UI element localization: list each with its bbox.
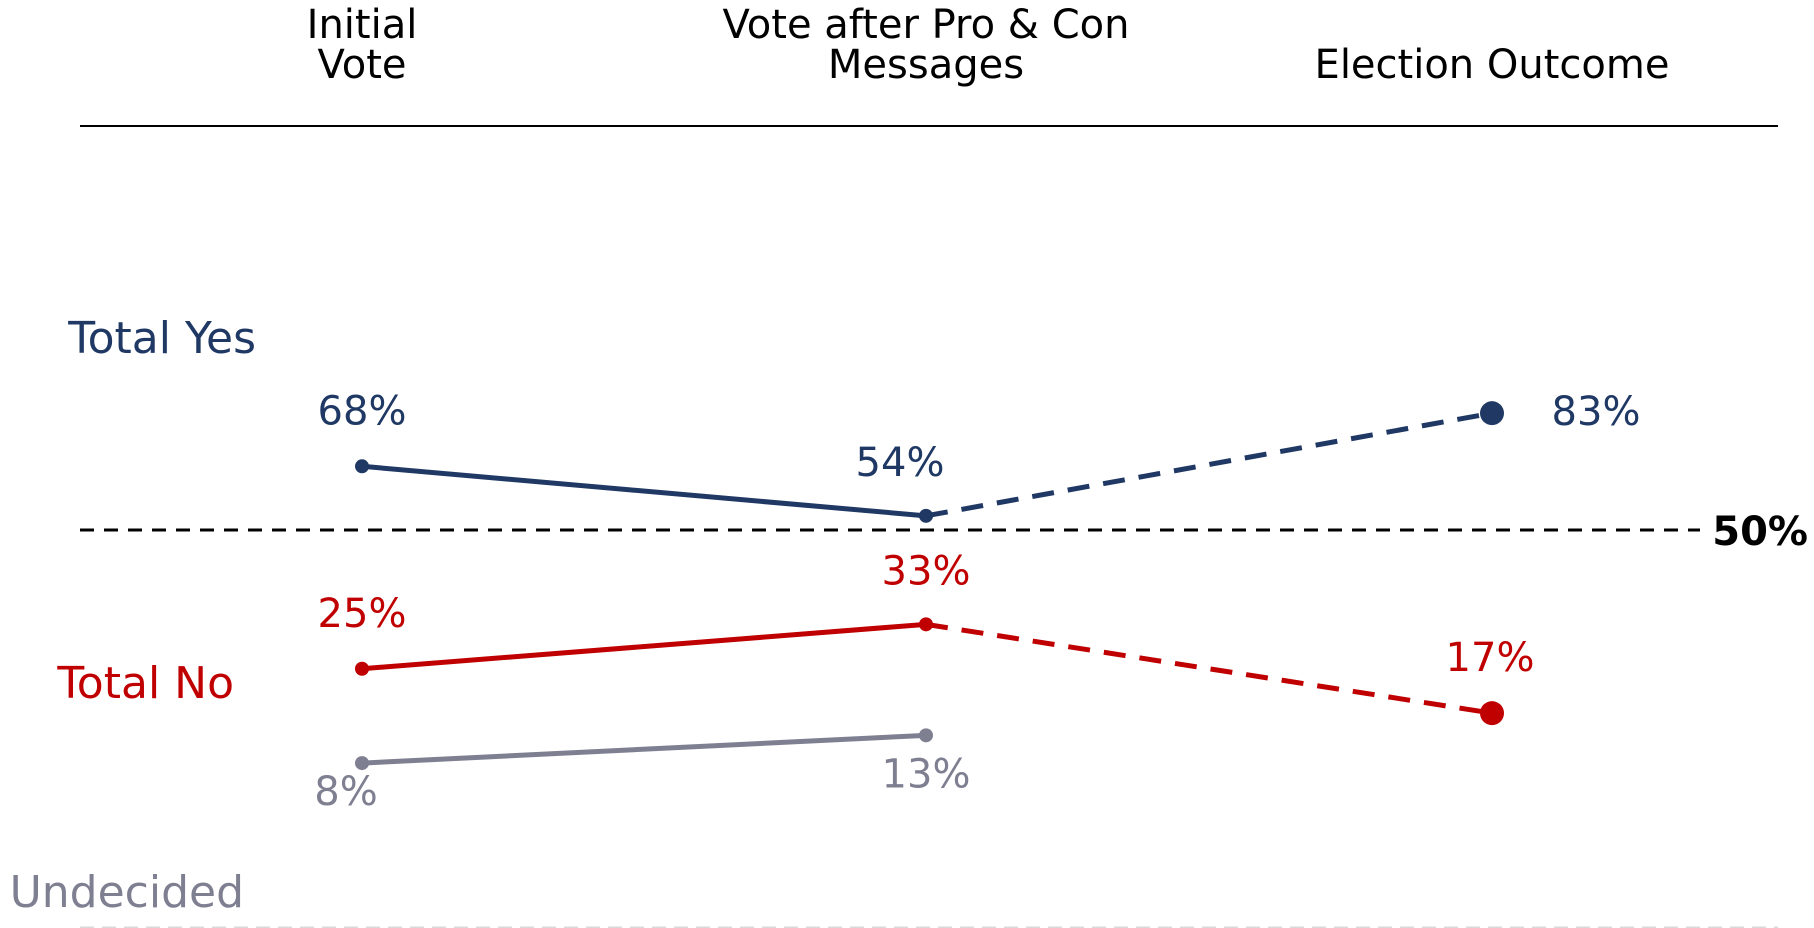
undecided-data-label-1: 8% <box>314 769 377 815</box>
column-header-after-messages-line-1: Vote after Pro & Con <box>723 2 1130 48</box>
row-label-undecided: Undecided <box>10 867 244 918</box>
row-label-total-yes: Total Yes <box>67 313 256 364</box>
total-yes-line-segment-2-projected <box>925 410 1493 519</box>
total-no-data-label-1: 25% <box>318 591 407 637</box>
undecided-point-1 <box>355 756 369 771</box>
undecided-data-label-2: 13% <box>882 751 971 797</box>
total-yes-data-label-3: 83% <box>1552 389 1641 435</box>
total-yes-point-3 <box>1480 401 1504 426</box>
total-no-data-label-2: 33% <box>882 548 971 594</box>
total-no-line-segment-2-projected <box>925 621 1493 716</box>
undecided-point-2 <box>919 728 933 743</box>
total-yes-point-2 <box>919 508 933 523</box>
undecided-line-segment-1 <box>361 732 927 766</box>
total-no-data-label-3: 17% <box>1446 635 1535 681</box>
column-header-election-outcome: Election Outcome <box>1315 42 1670 88</box>
column-header-initial-line-2: Vote <box>317 42 406 88</box>
total-no-point-3 <box>1480 701 1504 726</box>
total-yes-point-1 <box>355 459 369 474</box>
column-headers: Initial Vote Vote after Pro & Con Messag… <box>307 2 1670 88</box>
total-yes-data-label-1: 68% <box>318 388 407 434</box>
total-yes-data-label-2: 54% <box>856 440 945 486</box>
total-no-point-1 <box>355 661 369 676</box>
total-yes-line-segment-1 <box>361 463 927 519</box>
column-header-initial-line-1: Initial <box>307 2 418 48</box>
total-no-line-segment-1 <box>361 621 927 672</box>
series-layer: 68% 54% 83% 25% 33% 17% 8% 13% <box>314 388 1640 815</box>
fifty-percent-label: 50% <box>1712 509 1808 555</box>
total-no-point-2 <box>919 617 933 632</box>
column-header-after-messages-line-2: Messages <box>828 42 1024 88</box>
row-label-total-no: Total No <box>56 658 234 709</box>
